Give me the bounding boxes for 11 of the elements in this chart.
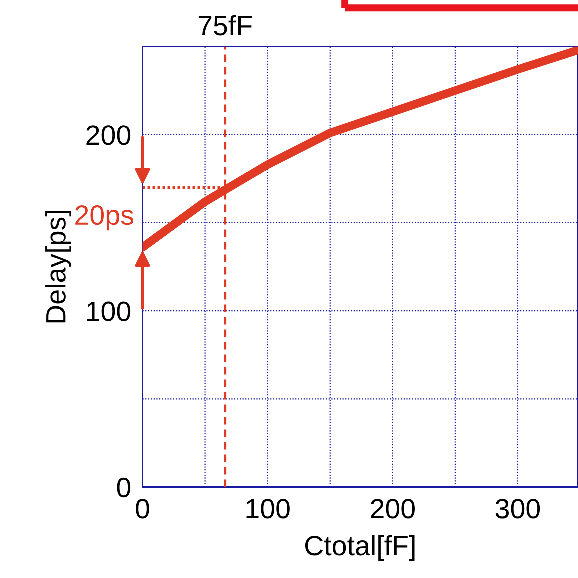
- y-tick-label: 0: [117, 478, 131, 498]
- text: 20ps: [76, 205, 134, 231]
- x-axis-title: Ctotal[fF]: [305, 535, 415, 562]
- x-tick-label: 100: [246, 499, 290, 519]
- y-tick-label: 100: [87, 302, 131, 322]
- x-tick-label: 300: [496, 499, 540, 519]
- ref-line-label: 75fF: [198, 15, 252, 36]
- y-axis-title: Delay[ps]: [46, 211, 72, 323]
- x-tick-label: 200: [371, 499, 415, 519]
- x-tick-label: 0: [136, 499, 150, 519]
- y-tick-label: 200: [86, 126, 131, 146]
